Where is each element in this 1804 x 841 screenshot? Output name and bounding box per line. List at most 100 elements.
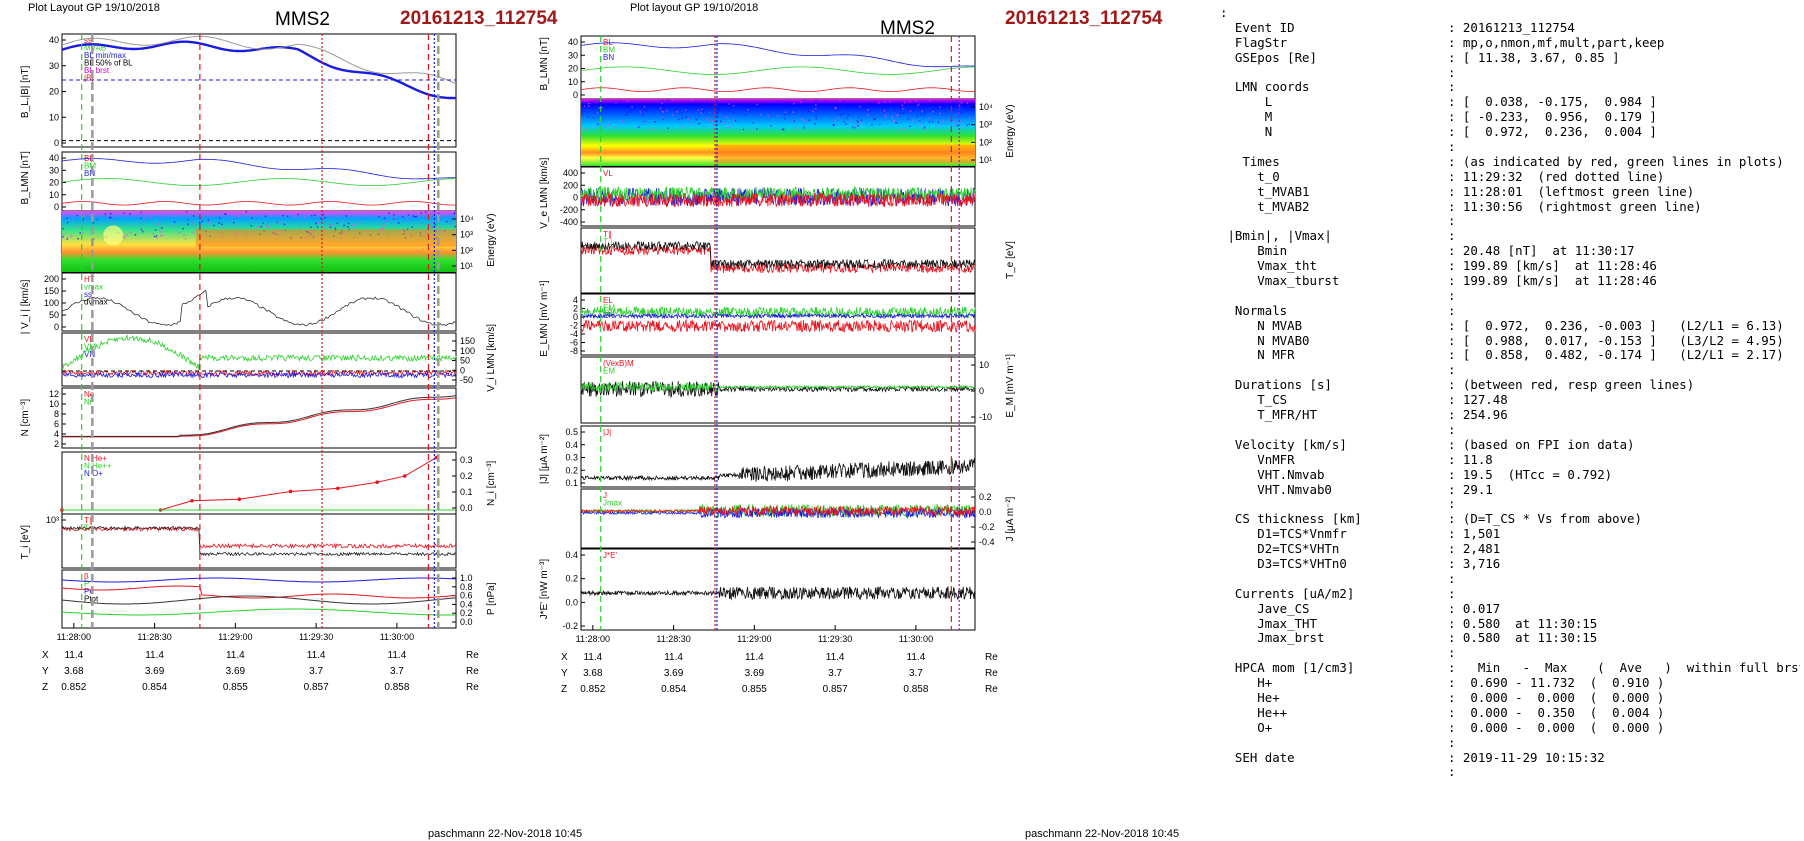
spec-pixel [839,113,842,116]
spec-pixel [160,227,163,229]
spec-pixel [187,218,189,221]
position-value: 0.855 [223,682,248,693]
spec-pixel [397,222,400,224]
summary-line: Jmax_brst: 0.580 at 11:30:15 [1220,631,1800,646]
spec-pixel [869,111,872,113]
spec-pixel [784,111,787,114]
ytick-label: 0.4 [565,550,578,560]
spec-pixel [711,119,713,122]
y-axis-label: Energy (eV) [1005,104,1016,157]
summary-value: : [1448,571,1456,586]
spec-pixel [82,218,85,221]
spec-pixel [236,226,238,229]
te-perp [580,244,976,274]
spec-pixel [695,118,698,121]
spec-pixel [331,223,333,226]
hepp-series [62,457,437,511]
ytick-label: -50 [460,375,473,385]
spec-pixel [681,126,684,129]
summary-line: t_MVAB1: 11:28:01 (leftmost green line) [1220,185,1800,200]
spec-pixel [237,215,240,218]
spec-pixel [62,236,64,238]
spec-pixel [646,110,648,112]
spec-pixel [902,112,905,114]
spec-pixel [767,114,770,117]
spec-pixel [283,223,286,226]
summary-line: Vmax_tht: 199.89 [km/s] at 11:28:46 [1220,259,1800,274]
spec-pixel [926,127,928,130]
position-row-label: Y [42,666,49,677]
summary-value: : 199.89 [km/s] at 11:28:46 [1448,274,1657,289]
summary-line: : [1220,214,1800,229]
ytick-label: 10³ [46,515,59,525]
ytick-label: 0 [573,90,578,100]
ytick-label: -2 [570,321,578,331]
spec-pixel [756,103,758,106]
spec-pixel [962,125,964,128]
spec-pixel [66,217,68,220]
y-axis-label: B_LMN [nT] [539,37,550,91]
summary-value: : [1448,288,1456,303]
summary-line: Event ID: 20161213_112754 [1220,21,1800,36]
ytick-label: 30 [568,50,578,60]
summary-line: He++: 0.000 - 0.350 ( 0.004 ) [1220,706,1800,721]
spec-pixel [815,99,817,101]
spec-pixel [878,123,881,126]
ptot-series [61,608,456,616]
ytick-label: 0.2 [565,574,578,584]
spec-pixel [733,119,735,121]
spec-pixel [915,100,917,102]
spec-pixel [792,111,794,113]
summary-value: : [1448,140,1456,155]
spec-pixel [801,118,803,120]
spec-pixel [927,103,929,105]
spec-pixel [385,220,388,222]
summary-line: Bmin: 20.48 [nT] at 11:30:17 [1220,244,1800,259]
spec-pixel [749,104,751,107]
spec-pixel [624,104,626,106]
spec-pixel [857,121,859,123]
position-value: 3.7 [390,666,404,677]
spec-pixel [863,107,866,109]
spec-pixel [702,110,705,113]
time-tick-label: 11:28:00 [576,634,610,644]
spec-pixel [897,113,899,116]
spec-pixel [667,102,669,105]
summary-value: : 0.000 - 0.000 ( 0.000 ) [1448,720,1665,735]
spec-pixel [734,119,737,122]
spec-pixel [788,112,791,115]
right-te-panel [580,227,976,294]
summary-key: M [1220,110,1273,125]
spec-pixel [867,114,869,116]
summary-key: He++ [1220,705,1288,720]
summary-value: : [1448,735,1456,750]
spec-pixel [955,100,958,102]
spec-pixel [891,116,893,118]
time-tick-label: 11:29:30 [299,632,333,642]
spec-pixel [110,212,112,215]
summary-value: : [ 0.038, -0.175, 0.984 ] [1448,95,1657,110]
position-value: 0.857 [304,682,329,693]
legend-entry: T∥ [603,230,612,239]
spec-pixel [800,101,802,103]
spec-pixel [815,118,817,120]
summary-line: Vmax_tburst: 199.89 [km/s] at 11:28:46 [1220,274,1800,289]
spec-pixel [224,213,226,215]
spec-pixel [185,211,188,213]
spec-pixel [912,109,914,112]
spec-pixel [336,222,339,225]
summary-value: : 254.96 [1448,408,1508,423]
summary-line: N: [ 0.972, 0.236, 0.004 ] [1220,125,1800,140]
spec-pixel [732,105,735,107]
position-value: 0.858 [903,684,928,695]
ytick-label: -200 [560,205,578,215]
ytick-label: 40 [49,35,59,45]
spec-pixel [676,110,678,113]
spec-pixel [251,217,253,219]
ytick-label: 100 [44,298,59,308]
legend-entry: Ni [84,398,92,407]
summary-line: D1=TCS*Vnmfr: 1,501 [1220,527,1800,542]
legend-entry: MVAB [84,44,106,53]
spec-pixel [859,105,861,108]
spec-pixel [626,100,629,102]
